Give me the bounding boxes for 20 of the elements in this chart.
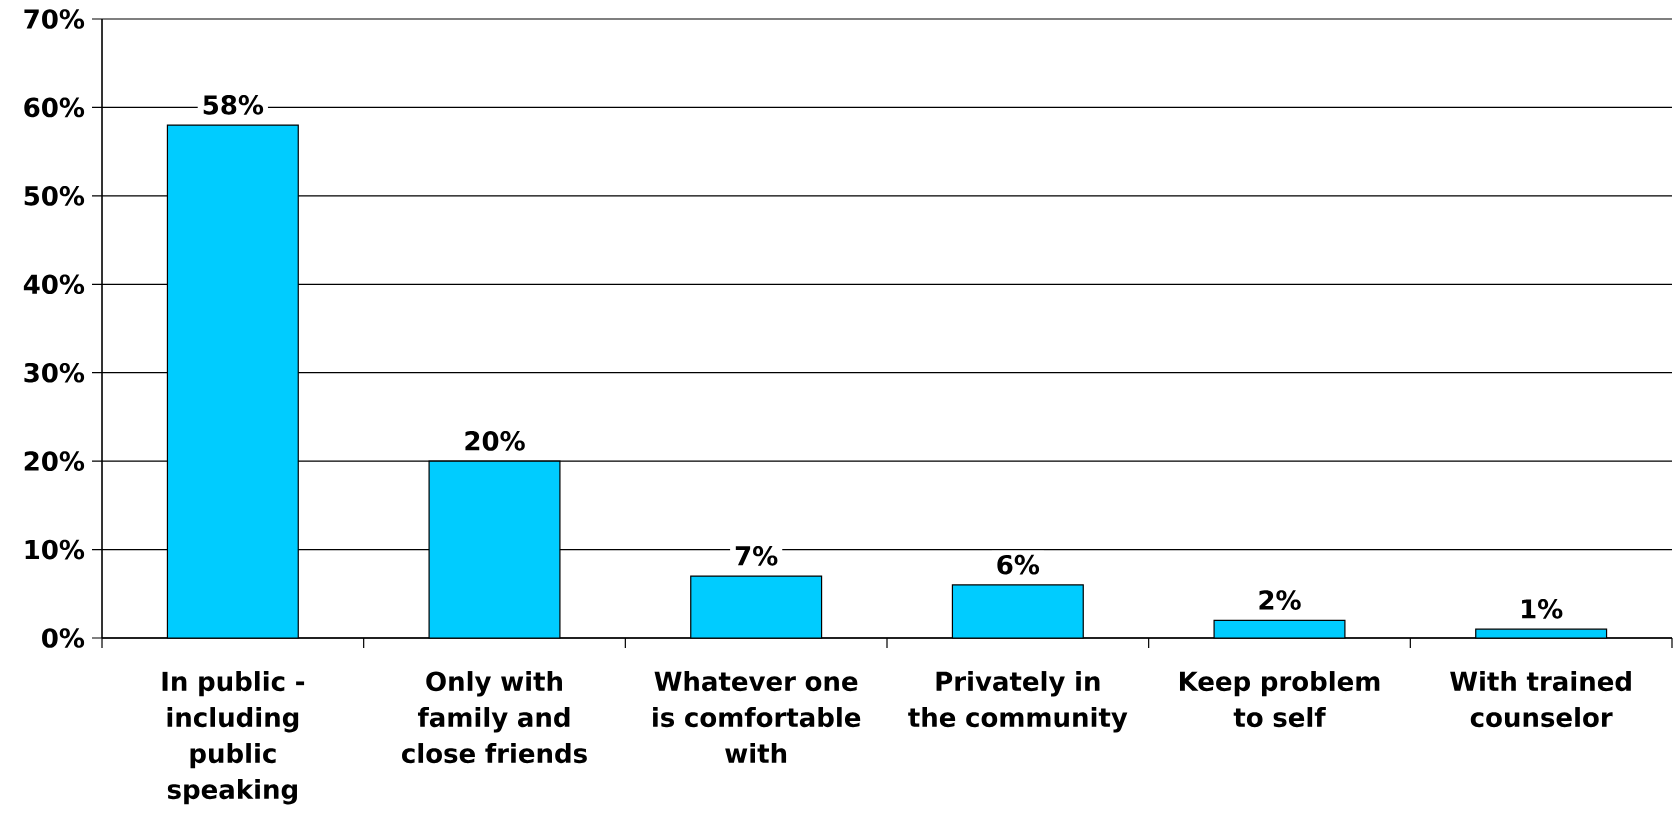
data-label: 58% <box>203 95 264 115</box>
x-tick-label: Keep problem to self <box>1179 671 1380 728</box>
x-tick-label: Only with family and close friends <box>402 671 587 764</box>
data-label: 1% <box>1522 599 1563 619</box>
x-tick-label: In public - including public speaking <box>162 671 305 805</box>
y-tick-label: 70% <box>24 9 85 29</box>
y-tick-label: 10% <box>25 539 85 560</box>
x-tick-label: Whatever one is comfortable with <box>653 671 861 763</box>
y-tick-label: 40% <box>23 274 85 295</box>
x-tick-label: With trained counselor <box>1450 671 1631 728</box>
y-tick-label: 20% <box>24 451 85 471</box>
data-label: 6% <box>997 554 1040 575</box>
x-tick-label: Privately in the community <box>908 671 1128 733</box>
data-label: 2% <box>1259 590 1301 610</box>
data-label: 7% <box>735 546 778 566</box>
y-tick-label: 0% <box>42 628 85 648</box>
y-tick-label: 60% <box>24 97 85 118</box>
data-label: 20% <box>465 431 525 451</box>
y-tick-label: 30% <box>24 362 85 383</box>
y-tick-label: 50% <box>24 186 85 206</box>
